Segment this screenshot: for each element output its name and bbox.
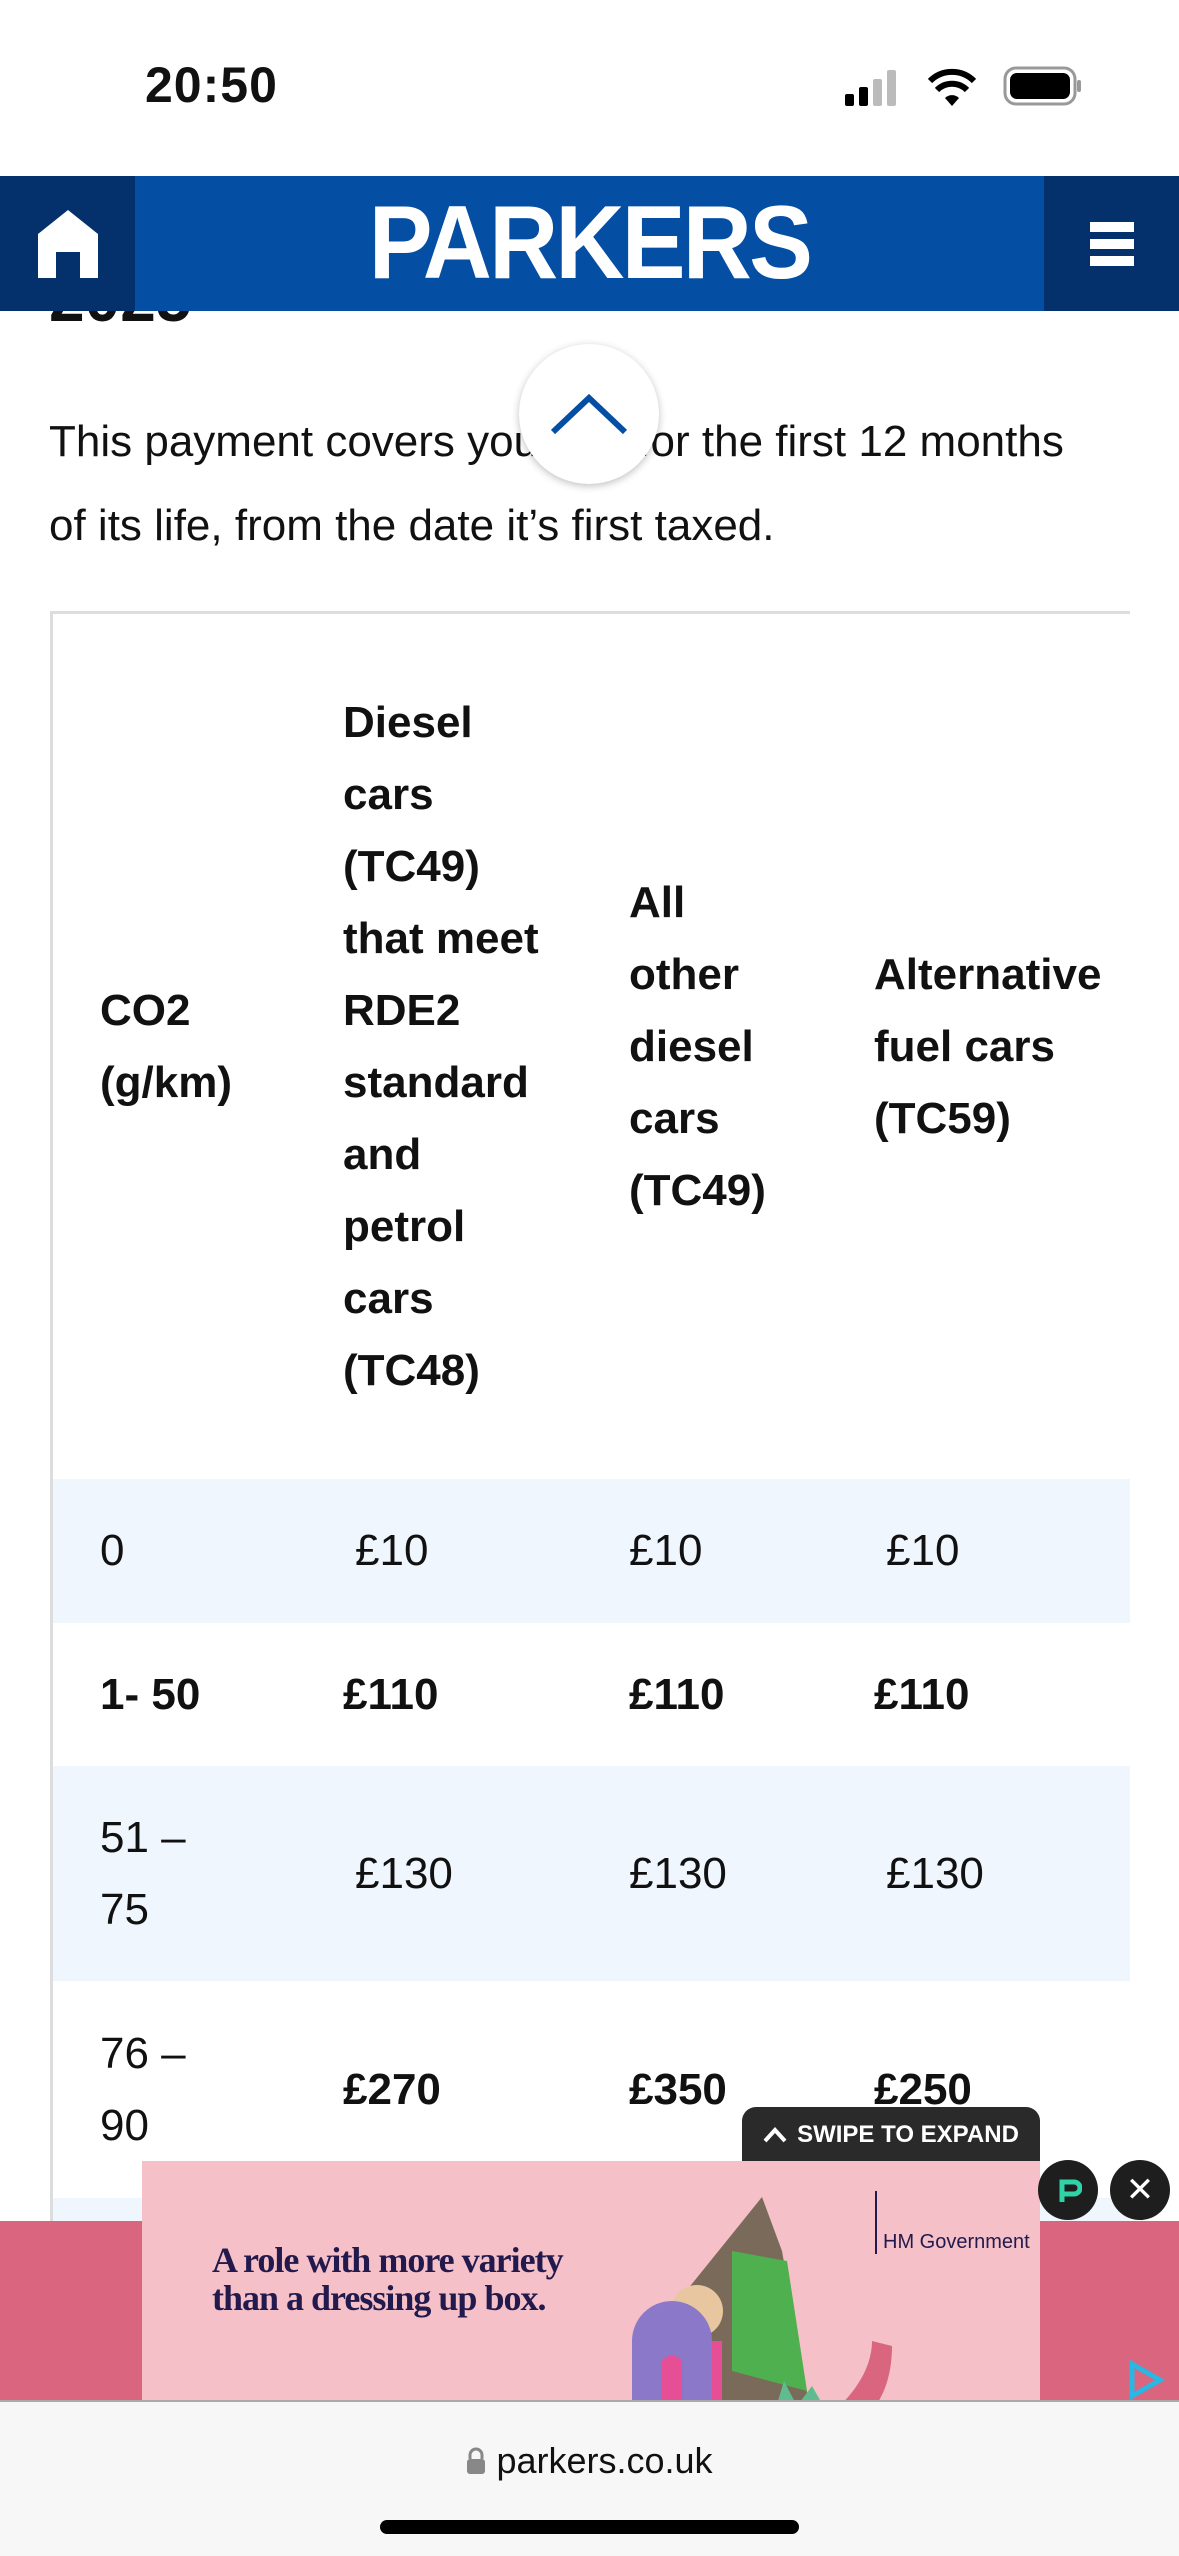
status-time: 20:50 <box>145 57 278 113</box>
table-row: 1- 50 £110 £110 £110 <box>53 1623 1130 1766</box>
table-row: 0 £10 £10 £10 <box>53 1479 1130 1623</box>
lock-icon <box>467 2447 486 2474</box>
table-row: 51 – 75 £130 £130 £130 <box>53 1766 1130 1981</box>
cell-value: £270 <box>343 2064 441 2114</box>
advertisement[interactable]: A role with more variety than a dressing… <box>142 2161 1040 2400</box>
menu-button[interactable] <box>1044 176 1179 311</box>
battery-icon <box>1003 66 1081 106</box>
cell-value: £110 <box>629 1669 725 1719</box>
cell-value: £130 <box>629 1848 727 1898</box>
header-other-diesel: All other diesel cars (TC49) <box>629 877 766 1215</box>
cell-value: £10 <box>629 1526 703 1575</box>
chevron-up-icon <box>763 2127 787 2143</box>
cell-co2: 51 – 75 <box>100 1812 186 1934</box>
ad-advertiser: HM Government <box>875 2191 1030 2254</box>
section-heading: 2025 <box>49 311 191 336</box>
status-icons <box>845 66 1083 106</box>
table-header-row: CO2 (g/km) Diesel cars (TC49) that meet … <box>53 614 1130 1479</box>
ved-rates-table: CO2 (g/km) Diesel cars (TC49) that meet … <box>50 611 1130 2298</box>
ad-choices-button[interactable] <box>1038 2160 1098 2220</box>
cell-value: £130 <box>355 1848 453 1898</box>
adchoices-icon[interactable] <box>1120 2360 1170 2400</box>
header-co2: CO2 (g/km) <box>100 985 232 1107</box>
table-row: 76 – 90 £270 £350 £250 <box>53 1981 1130 2198</box>
home-button[interactable] <box>0 176 135 311</box>
cell-co2: 0 <box>100 1526 125 1575</box>
cell-co2: 1- 50 <box>100 1669 201 1719</box>
close-icon: ✕ <box>1125 2171 1155 2209</box>
cell-value: £350 <box>629 2064 727 2114</box>
hamburger-menu-icon <box>1089 221 1134 266</box>
cell-value: £110 <box>343 1669 439 1719</box>
wifi-icon <box>927 68 977 106</box>
chevron-up-icon <box>550 393 628 435</box>
header-petrol-rde2: Diesel cars (TC49) that meet RDE2 standa… <box>343 697 539 1395</box>
url-text: parkers.co.uk <box>496 2440 713 2481</box>
ad-headline: A role with more variety than a dressing… <box>212 2240 564 2318</box>
cell-value: £10 <box>886 1526 960 1575</box>
cell-value: £110 <box>874 1669 970 1719</box>
cell-co2: 76 – 90 <box>100 2028 186 2150</box>
home-icon <box>37 209 98 278</box>
ad-image <box>632 2197 892 2400</box>
address-bar[interactable]: parkers.co.uk <box>0 2440 1179 2482</box>
browser-bottom-bar: parkers.co.uk <box>0 2400 1179 2556</box>
cell-value: £130 <box>886 1848 984 1898</box>
signal-icon <box>845 70 896 106</box>
header-alternative-fuel: Alternative fuel cars (TC59) <box>874 949 1102 1143</box>
swipe-label: SWIPE TO EXPAND <box>797 2121 1019 2148</box>
parkers-logo[interactable]: PARKERS <box>368 185 813 301</box>
ad-logo-icon <box>1059 2179 1082 2202</box>
scroll-to-top-button[interactable] <box>519 344 659 484</box>
cell-value: £250 <box>874 2064 972 2114</box>
ad-close-button[interactable]: ✕ <box>1110 2160 1170 2220</box>
swipe-to-expand-tab[interactable]: SWIPE TO EXPAND <box>742 2107 1040 2163</box>
cell-value: £10 <box>355 1526 429 1575</box>
home-indicator[interactable] <box>380 2520 799 2534</box>
site-header: PARKERS <box>0 176 1179 311</box>
